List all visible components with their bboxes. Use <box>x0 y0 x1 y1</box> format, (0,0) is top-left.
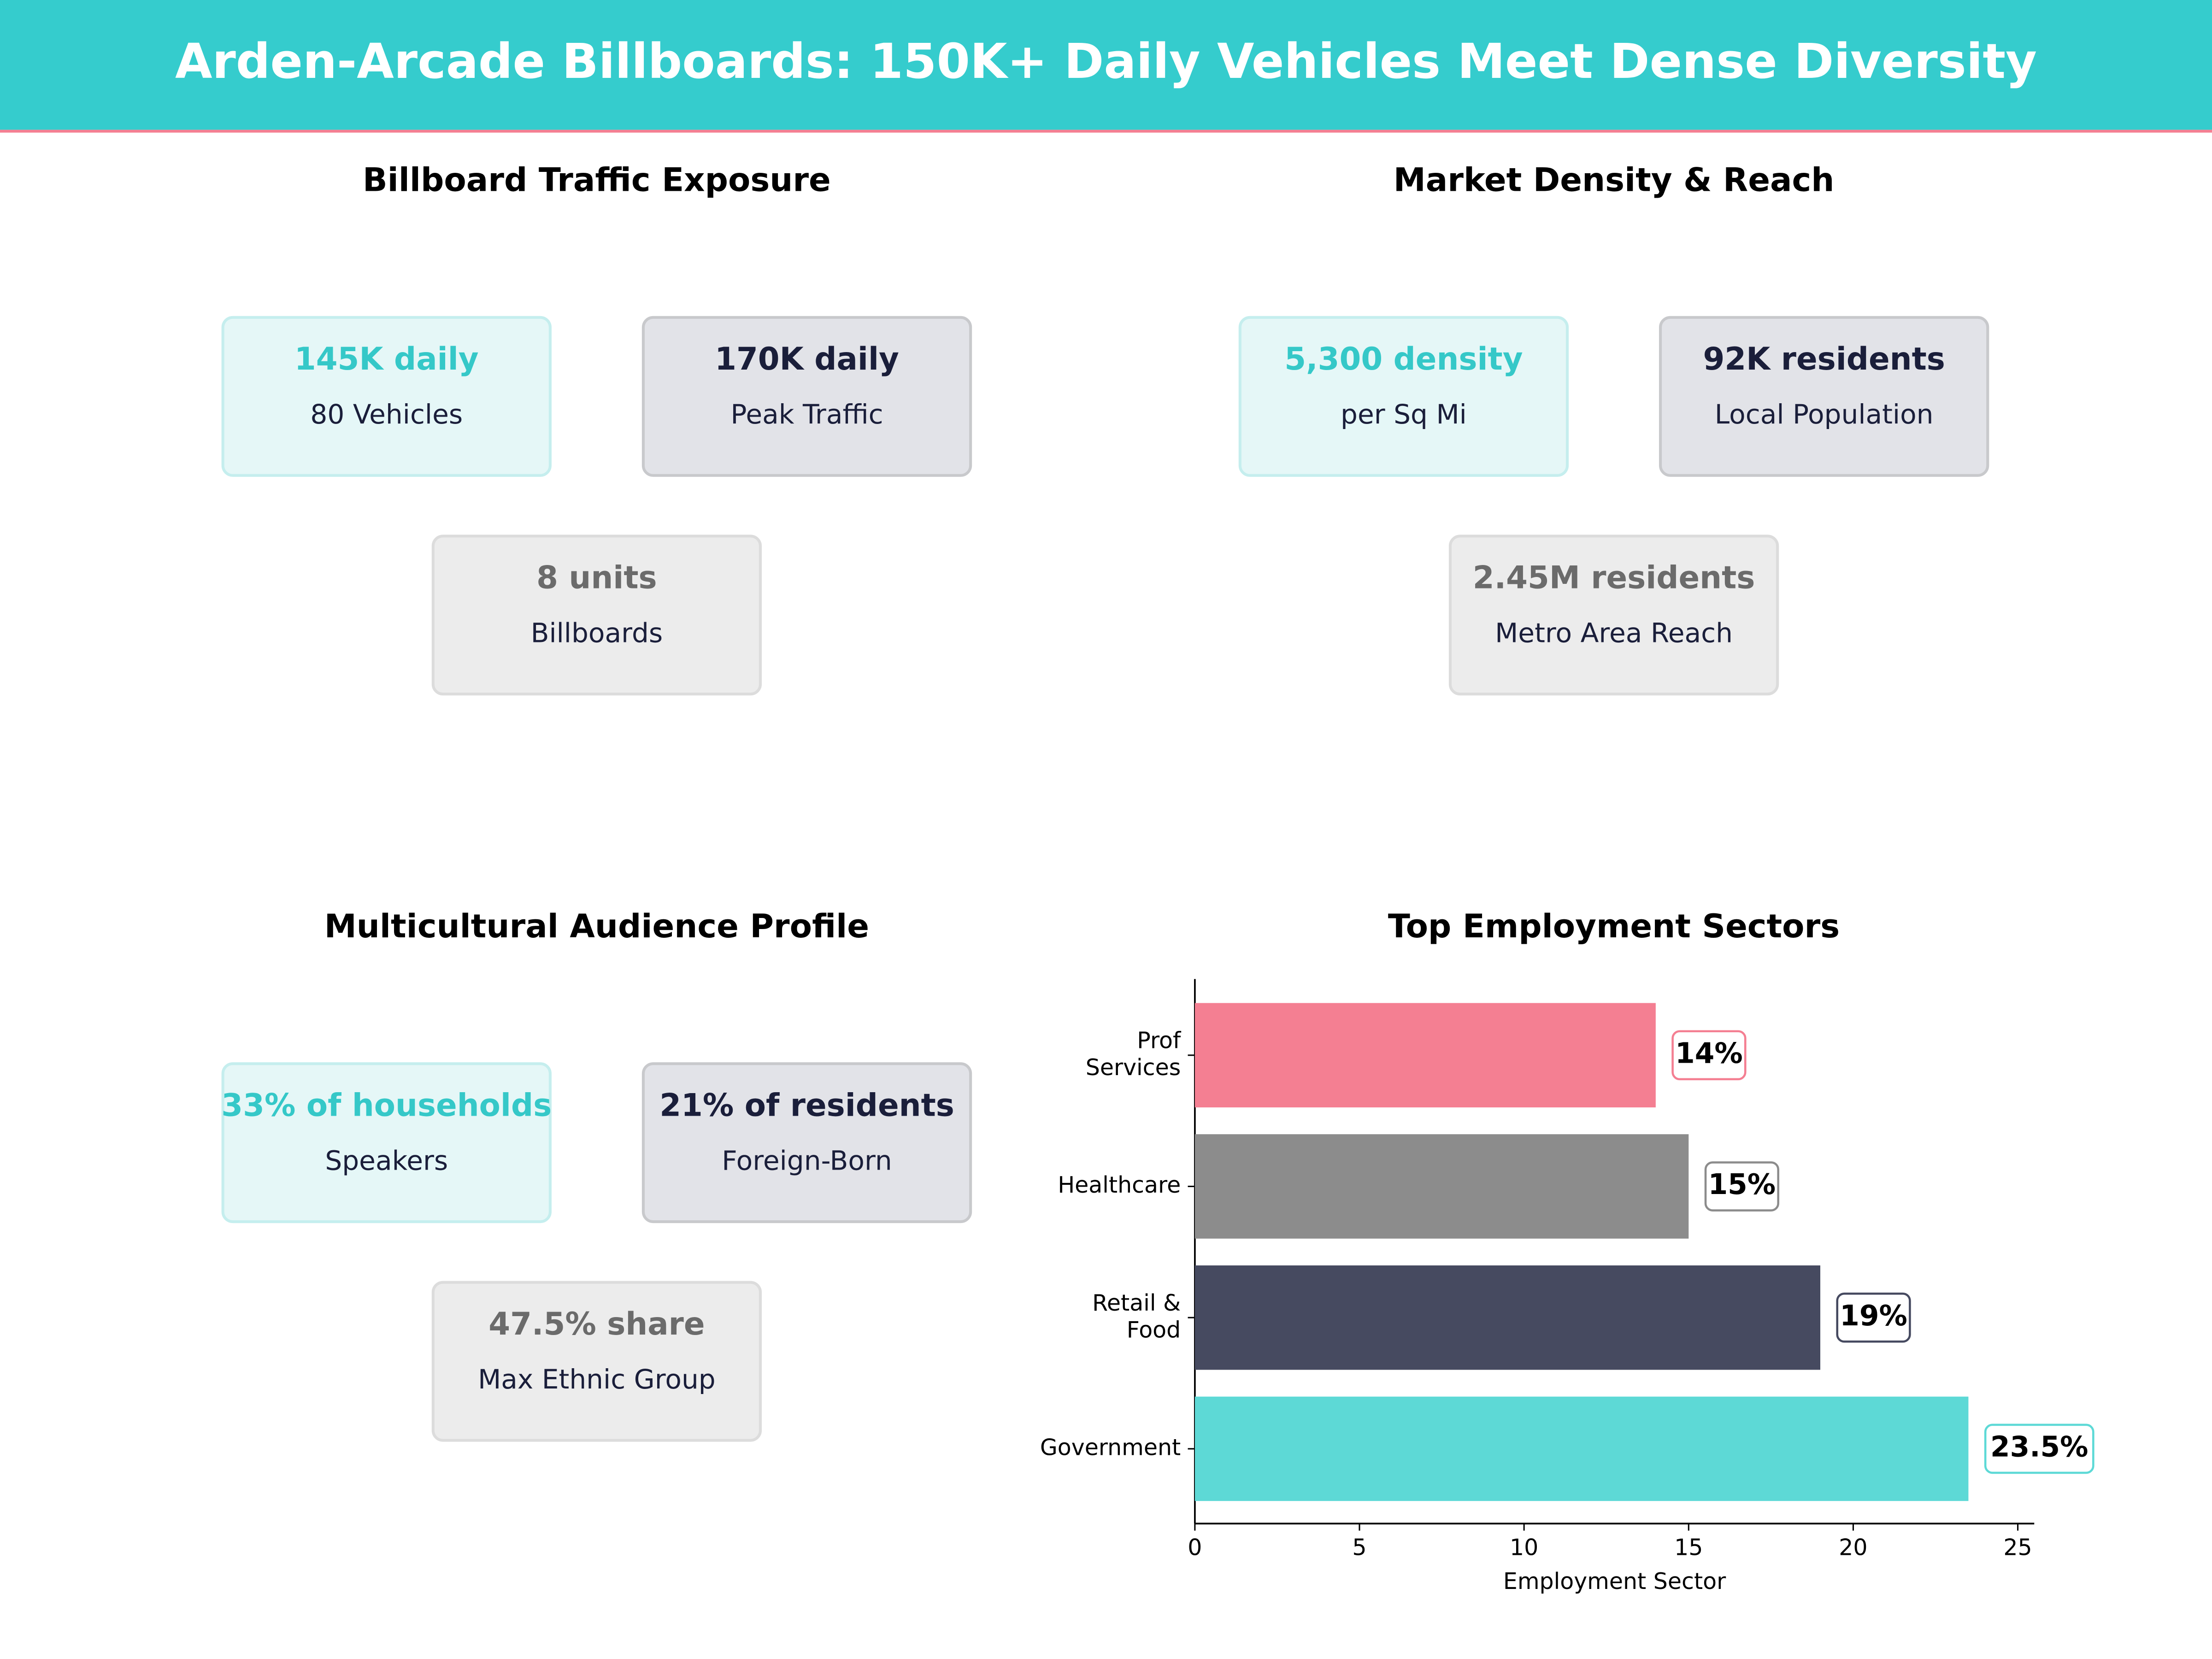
value-label-box <box>1704 1161 1779 1212</box>
kpi-card: 33% of households Speakers <box>221 1062 552 1224</box>
card-box <box>221 1062 552 1224</box>
value-label: 23.5% <box>1990 1430 2088 1463</box>
x-tick-label: 5 <box>1352 1535 1366 1561</box>
x-tick-label: 10 <box>1510 1535 1538 1561</box>
card-value: 8 units <box>536 559 657 596</box>
value-label: 14% <box>1675 1037 1743 1070</box>
card-value: 2.45M residents <box>1473 559 1755 596</box>
kpi-card: 47.5% share Max Ethnic Group <box>431 1281 762 1442</box>
card-box <box>1238 316 1569 477</box>
card-value: 33% of households <box>221 1087 552 1124</box>
card-box <box>1448 535 1779 696</box>
bar <box>1194 1265 1821 1370</box>
value-label: 19% <box>1840 1300 1907 1332</box>
card-value: 21% of residents <box>659 1087 954 1124</box>
bar <box>1194 1396 1969 1501</box>
y-tick-label: Government <box>1040 1434 1181 1460</box>
card-value: 5,300 density <box>1284 341 1523 377</box>
card-label: Local Population <box>1715 399 1934 430</box>
kpi-card: 92K residents Local Population <box>1659 316 1989 477</box>
x-tick-label: 25 <box>2003 1535 2032 1561</box>
card-value: 47.5% share <box>488 1306 705 1342</box>
card-box <box>431 1281 762 1442</box>
kpi-panel: Multicultural Audience Profile 33% of hou… <box>221 907 972 1442</box>
card-label: Metro Area Reach <box>1495 618 1733 649</box>
page-title: Arden-Arcade Billboards: 150K+ Daily Veh… <box>175 33 2037 89</box>
kpi-card: 21% of residents Foreign-Born <box>641 1062 972 1224</box>
x-tick-label: 20 <box>1839 1535 1867 1561</box>
card-label: per Sq Mi <box>1341 399 1467 430</box>
card-box <box>1659 316 1989 477</box>
y-tick-label: Prof Services <box>1086 1027 1182 1080</box>
card-label: 80 Vehicles <box>310 399 463 430</box>
panel-title: Market Density & Reach <box>1394 161 1835 199</box>
card-box <box>431 535 762 696</box>
bar <box>1194 1134 1689 1239</box>
x-axis-label: Employment Sector <box>1503 1568 1726 1594</box>
kpi-card: 145K daily 80 Vehicles <box>221 316 552 477</box>
card-label: Foreign-Born <box>722 1145 892 1177</box>
card-box <box>221 316 552 477</box>
card-box <box>641 316 972 477</box>
card-value: 92K residents <box>1703 341 1945 377</box>
kpi-panel: Market Density & Reach 5,300 density per S… <box>1238 161 1989 696</box>
y-tick-label: Healthcare <box>1058 1172 1181 1198</box>
x-tick-label: 15 <box>1674 1535 1703 1561</box>
header-band <box>0 0 2212 130</box>
card-label: Max Ethnic Group <box>478 1364 716 1395</box>
kpi-card: 2.45M residents Metro Area Reach <box>1448 535 1779 696</box>
value-label-box <box>1984 1424 2094 1474</box>
value-label: 15% <box>1708 1168 1776 1201</box>
x-tick-label: 0 <box>1188 1535 1202 1561</box>
panel-title: Billboard Traffic Exposure <box>363 161 831 199</box>
card-value: 145K daily <box>294 341 479 377</box>
card-label: Billboards <box>531 618 663 649</box>
panel-title: Multicultural Audience Profile <box>324 907 869 945</box>
value-label-box <box>1671 1030 1747 1081</box>
chart-title: Top Employment Sectors <box>1388 907 1840 945</box>
card-box <box>641 1062 972 1224</box>
header-rule <box>0 129 2212 133</box>
value-label-box <box>1836 1292 1911 1343</box>
kpi-card: 170K daily Peak Traffic <box>641 316 972 477</box>
card-label: Speakers <box>325 1145 448 1177</box>
kpi-panel: Billboard Traffic Exposure 145K daily 80 V… <box>221 161 972 696</box>
y-tick-label: Retail & Food <box>1092 1290 1181 1343</box>
bar <box>1194 1003 1656 1108</box>
kpi-card: 8 units Billboards <box>431 535 762 696</box>
card-label: Peak Traffic <box>730 399 883 430</box>
card-value: 170K daily <box>715 341 899 377</box>
kpi-card: 5,300 density per Sq Mi <box>1238 316 1569 477</box>
